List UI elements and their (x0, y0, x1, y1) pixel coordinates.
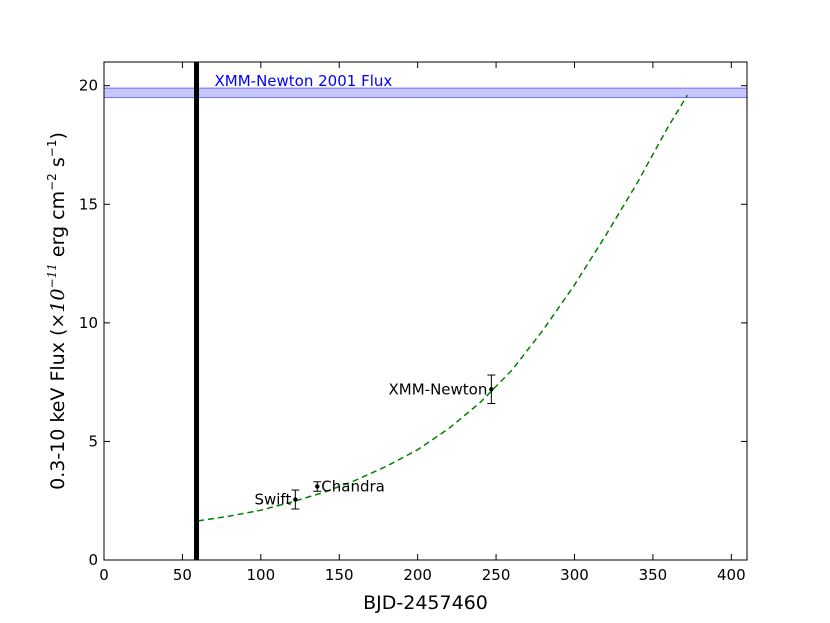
y-title-exp1: −11 (45, 263, 59, 288)
point-marker (315, 484, 320, 489)
data-point: Swift (254, 489, 300, 510)
y-title-main: 0.3-10 keV Flux ( (47, 329, 69, 490)
point-label: Swift (254, 491, 291, 509)
y-title-mid: erg cm (47, 191, 69, 263)
x-tick-label: 200 (403, 566, 432, 584)
y-axis-title: 0.3-10 keV Flux (×10−11 erg cm−2 s−1) (45, 132, 69, 490)
x-tick-label: 150 (325, 566, 354, 584)
y-title-exp3: −1 (45, 140, 59, 158)
x-axis-title: BJD-2457460 (363, 592, 488, 614)
y-title-close: ) (47, 132, 69, 139)
y-tick-label: 5 (88, 432, 98, 450)
fit-curve-layer (197, 94, 689, 522)
y-tick-label: 10 (79, 314, 98, 332)
y-title-exp2: −2 (45, 173, 59, 191)
fit-curve (197, 94, 689, 522)
y-title-s: s (47, 157, 69, 173)
y-tick-label: 20 (79, 77, 98, 95)
x-tick-label: 300 (560, 566, 589, 584)
data-point: Chandra (313, 477, 385, 495)
y-tick-label: 15 (79, 195, 98, 213)
point-marker (293, 497, 298, 502)
x-tick-label: 100 (247, 566, 276, 584)
data-point: XMM-Newton (389, 374, 496, 404)
point-label: Chandra (321, 477, 385, 495)
x-tick-label: 350 (639, 566, 668, 584)
flux-band (103, 87, 748, 99)
point-marker (489, 387, 494, 392)
y-title-times: ×10 (47, 288, 69, 328)
band-label: XMM-Newton 2001 Flux (215, 72, 393, 90)
x-tick-label: 400 (717, 566, 746, 584)
data-points-layer: Swift Chandra XMM-Newton (254, 374, 496, 510)
plot-frame (103, 61, 748, 561)
x-tick-label: 0 (99, 566, 109, 584)
point-label: XMM-Newton (389, 380, 488, 398)
x-tick-label: 250 (482, 566, 511, 584)
x-tick-label: 50 (173, 566, 192, 584)
band-layer (103, 87, 748, 99)
y-tick-label: 0 (88, 551, 98, 569)
ticks-layer: 0 50 100 150 200 250 300 350 400 0 5 10 15 20 (79, 62, 747, 584)
